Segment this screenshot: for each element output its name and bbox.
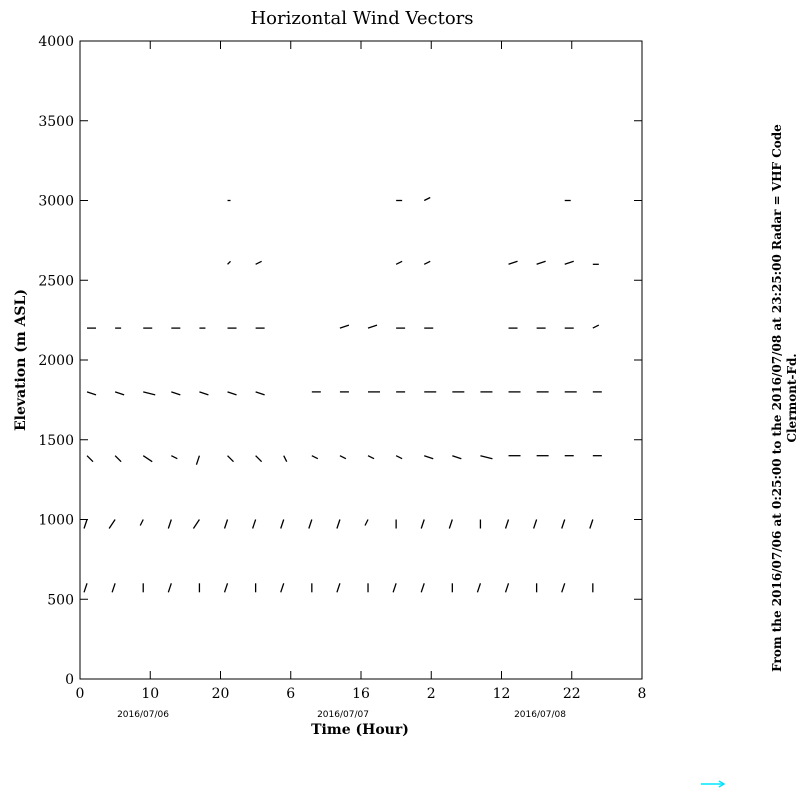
wind-vector <box>167 519 172 529</box>
wind-vector <box>192 519 200 529</box>
wind-vector <box>564 260 574 265</box>
wind-vector <box>114 391 125 396</box>
y-axis-label: Elevation (m ASL) <box>13 289 29 431</box>
date-label: 2016/07/08 <box>514 710 566 720</box>
y-tick-label: 1500 <box>38 433 74 449</box>
wind-vector <box>280 519 285 529</box>
y-tick-label: 4000 <box>38 34 74 50</box>
wind-vector <box>167 583 172 593</box>
wind-vector <box>223 583 229 593</box>
x-tick-label: 10 <box>141 686 159 702</box>
wind-vector <box>339 324 350 329</box>
y-tick-label: 3500 <box>38 114 74 130</box>
x-tick-label: 2 <box>427 686 436 702</box>
wind-vector <box>199 391 209 396</box>
wind-vector <box>504 583 510 593</box>
wind-vector <box>227 260 231 265</box>
wind-vector <box>83 583 88 593</box>
plot-frame <box>79 40 643 680</box>
wind-vector <box>367 324 378 329</box>
wind-vector <box>108 519 116 529</box>
wind-vector <box>395 260 403 265</box>
wind-vector <box>367 455 375 460</box>
wind-vector <box>83 519 88 529</box>
wind-vector <box>255 455 263 463</box>
wind-vector <box>171 391 181 396</box>
x-tick-label: 16 <box>352 686 370 702</box>
wind-vector <box>533 519 538 529</box>
wind-vector <box>308 519 313 529</box>
wind-vector <box>423 260 431 265</box>
wind-vector <box>311 455 319 460</box>
wind-vector <box>255 391 265 396</box>
wind-vector <box>364 519 369 526</box>
wind-vector <box>536 260 546 265</box>
wind-vector <box>86 391 97 396</box>
wind-vector <box>142 455 153 463</box>
chart-title: Horizontal Wind Vectors <box>250 8 473 29</box>
wind-vector <box>589 519 594 529</box>
wind-vector <box>227 391 237 396</box>
wind-vector <box>420 583 425 593</box>
wind-vector <box>561 583 566 593</box>
wind-vector <box>111 583 116 593</box>
y-tick-label: 2000 <box>38 353 74 369</box>
x-axis-label: Time (Hour) <box>311 722 409 738</box>
wind-vector <box>195 455 201 465</box>
y-tick-label: 2500 <box>38 273 74 289</box>
x-tick-label: 8 <box>638 686 647 702</box>
wind-vector <box>86 455 94 463</box>
wind-vector <box>283 455 288 462</box>
x-tick-label: 0 <box>76 686 85 702</box>
wind-vector <box>227 455 234 463</box>
date-label: 2016/07/06 <box>117 710 169 720</box>
wind-vector <box>392 583 397 593</box>
x-tick-label: 6 <box>286 686 295 702</box>
wind-vector <box>336 583 341 593</box>
wind-vector <box>476 583 482 593</box>
y-tick-label: 3000 <box>38 194 74 210</box>
side-text: Clermont-Fd. <box>785 353 799 442</box>
wind-vector <box>424 455 434 460</box>
wind-vector <box>561 519 566 529</box>
wind-vector <box>452 455 462 460</box>
wind-vector <box>592 324 600 329</box>
wind-vector <box>280 583 285 593</box>
wind-vector <box>504 519 510 529</box>
wind-vector <box>143 391 156 396</box>
wind-vector <box>255 260 262 265</box>
x-tick-label: 12 <box>493 686 511 702</box>
wind-vector <box>139 519 144 526</box>
side-text: From the 2016/07/06 at 0:25:00 to the 20… <box>770 124 784 672</box>
wind-vector <box>252 519 257 529</box>
wind-vector <box>114 455 122 463</box>
wind-vector <box>223 519 229 529</box>
wind-vector <box>171 455 178 460</box>
reference-arrow <box>701 780 726 788</box>
wind-vector <box>508 260 518 265</box>
y-tick-label: 0 <box>65 672 74 688</box>
wind-vector <box>339 455 347 460</box>
wind-vector <box>420 519 425 529</box>
wind-vector <box>448 519 453 529</box>
date-label: 2016/07/07 <box>317 710 369 720</box>
y-tick-label: 500 <box>47 592 74 608</box>
wind-vector <box>480 455 493 460</box>
wind-vector <box>336 519 341 529</box>
x-tick-label: 20 <box>212 686 230 702</box>
wind-vector <box>395 455 403 460</box>
y-tick-label: 1000 <box>38 513 74 529</box>
wind-vector <box>423 196 431 202</box>
x-tick-label: 22 <box>563 686 581 702</box>
